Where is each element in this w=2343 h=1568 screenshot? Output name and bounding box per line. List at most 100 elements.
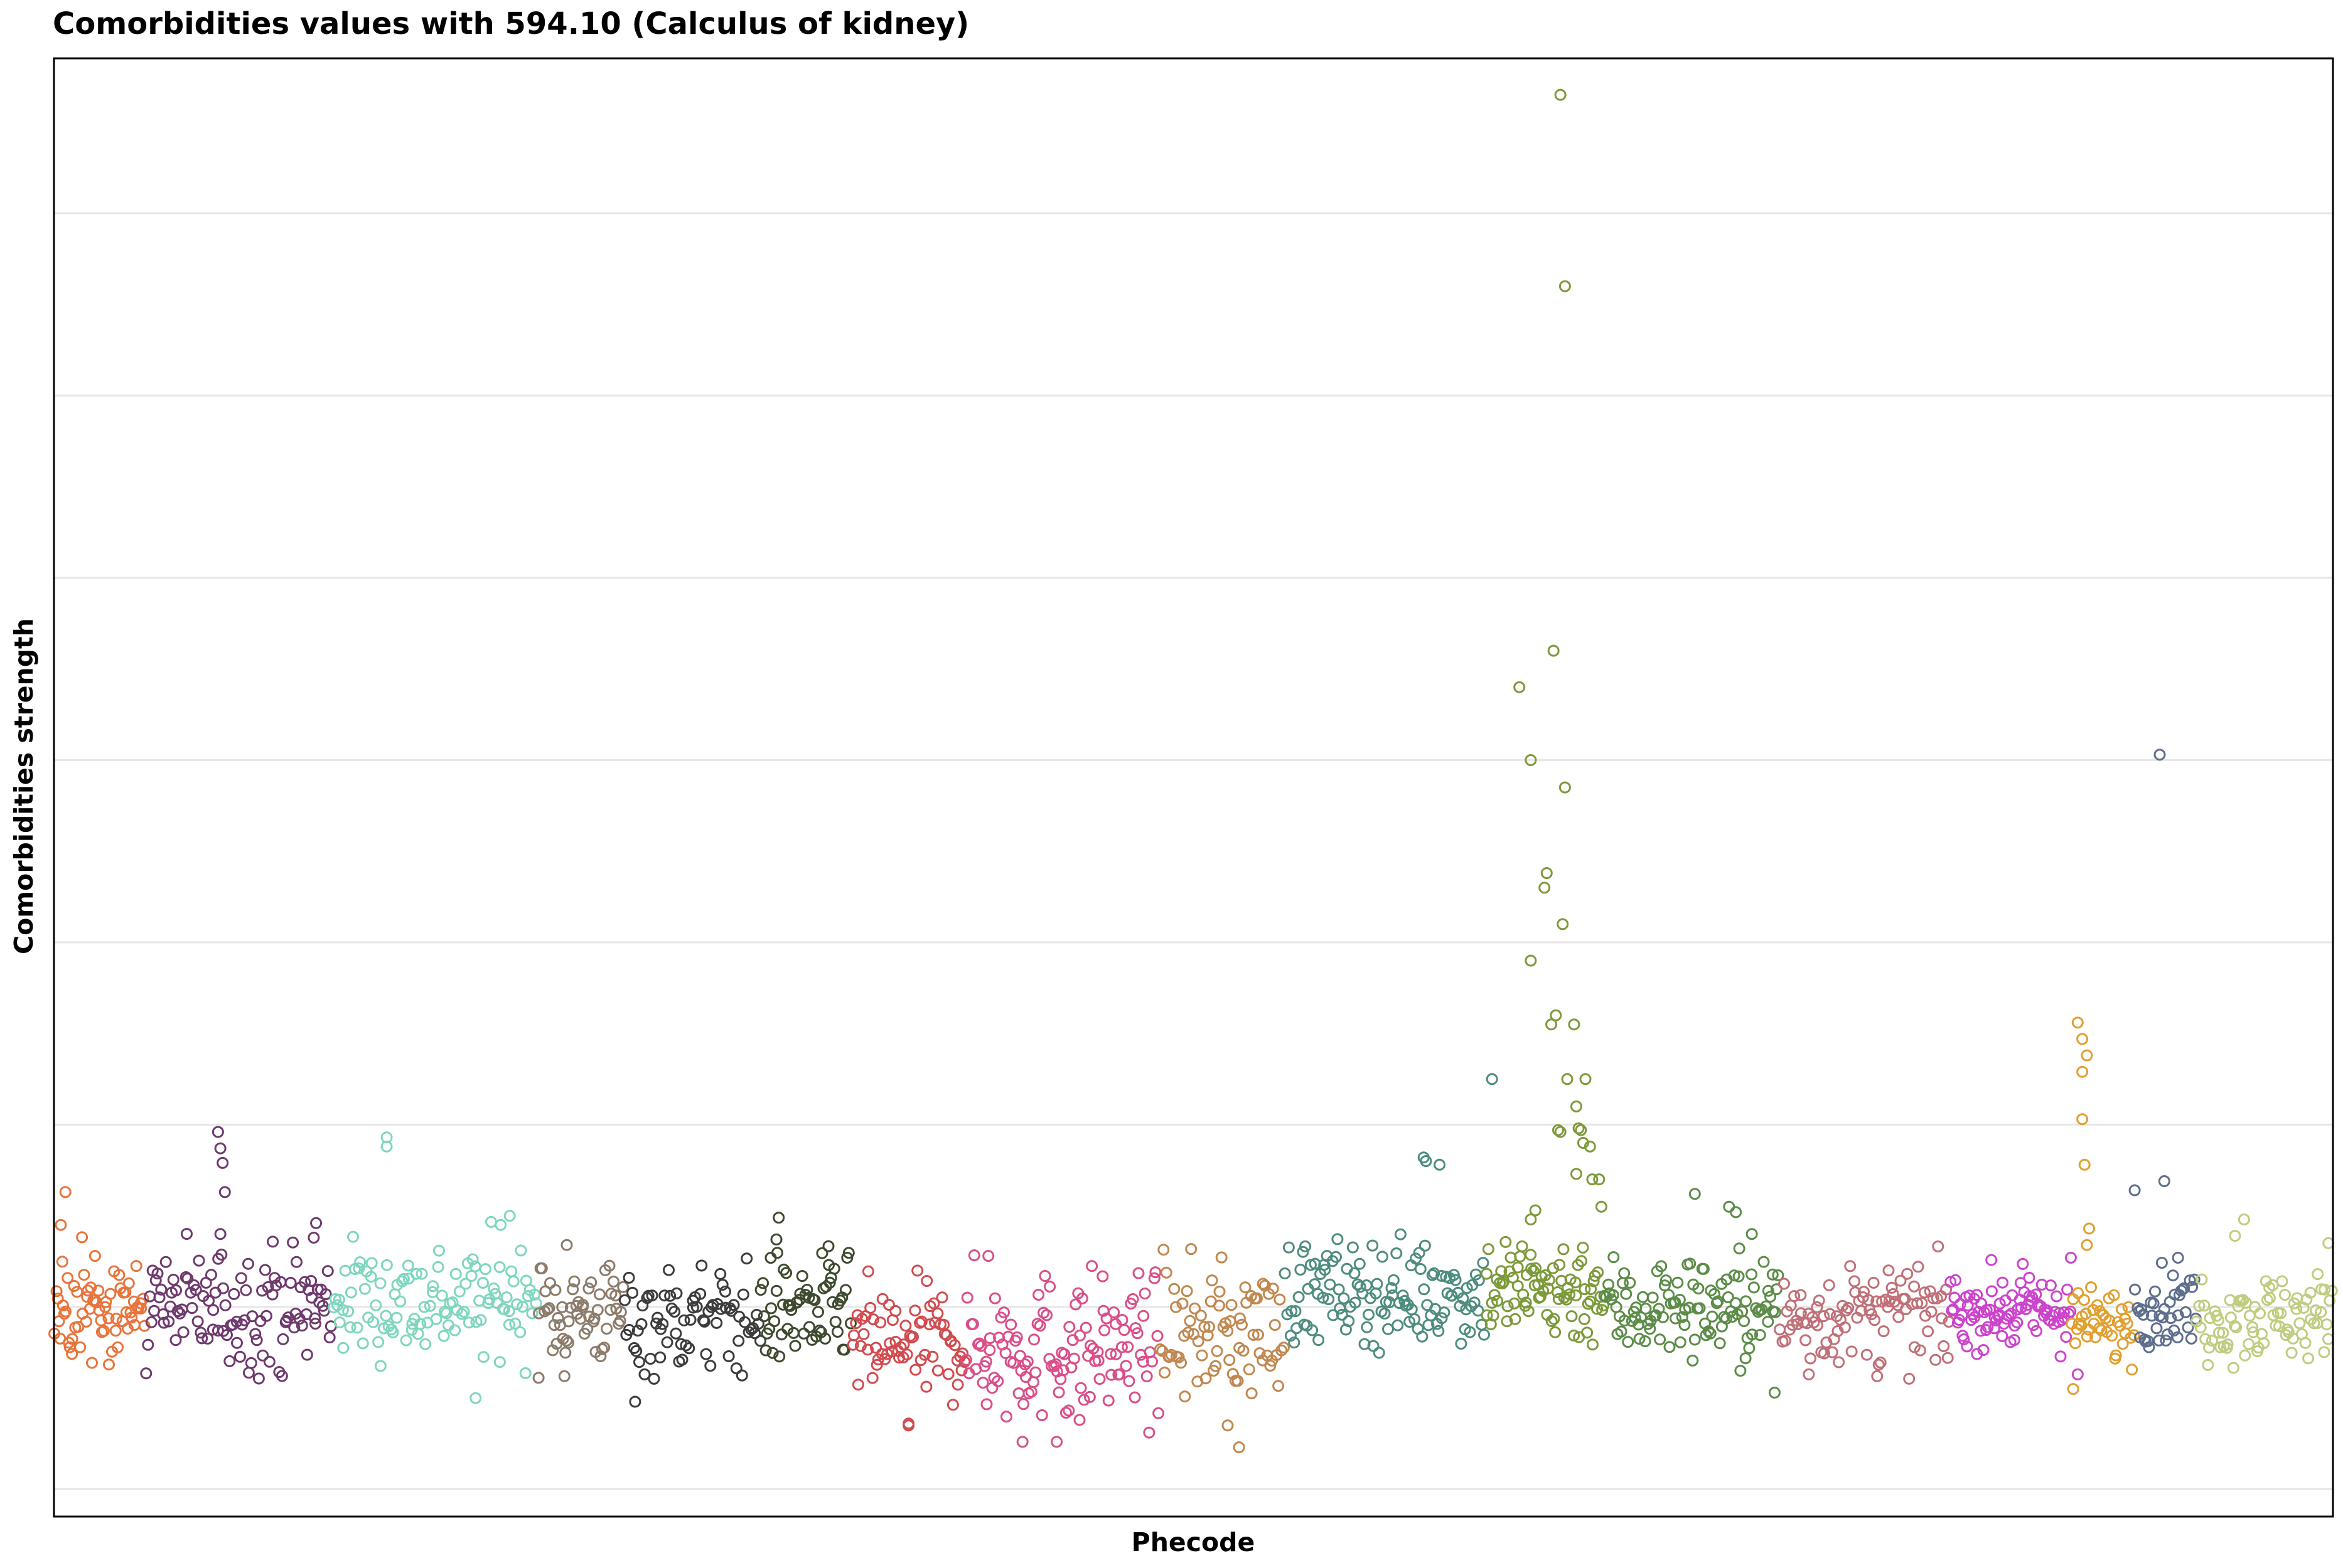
data-point <box>1327 1309 1339 1321</box>
data-point <box>2094 1305 2106 1318</box>
data-point <box>765 1302 778 1315</box>
data-point <box>76 1231 88 1244</box>
data-point <box>1655 1260 1668 1272</box>
data-point <box>85 1281 97 1294</box>
data-point <box>629 1395 641 1408</box>
data-point <box>1745 1228 1758 1240</box>
data-point <box>1929 1353 1942 1366</box>
data-point <box>541 1303 554 1316</box>
data-point <box>1343 1315 1355 1327</box>
data-point <box>736 1369 748 1382</box>
data-point <box>186 1302 198 1315</box>
data-point <box>1595 1200 1607 1213</box>
data-point <box>1932 1240 1944 1252</box>
data-point <box>1579 1073 1592 1085</box>
data-point <box>670 1287 683 1299</box>
data-point <box>2178 1282 2190 1294</box>
data-point <box>1993 1298 2006 1309</box>
data-point <box>1762 1284 1774 1297</box>
data-point <box>296 1320 308 1332</box>
data-point <box>618 1294 631 1306</box>
data-point <box>432 1261 444 1273</box>
data-point <box>1823 1279 1835 1291</box>
data-point <box>323 1331 336 1343</box>
data-point <box>1007 1357 1020 1369</box>
data-point <box>2186 1281 2199 1293</box>
data-point <box>532 1372 545 1384</box>
data-point <box>2145 1309 2158 1322</box>
data-point <box>1044 1281 1056 1293</box>
data-point <box>1021 1355 1034 1368</box>
data-point <box>1105 1348 1117 1360</box>
data-point <box>1702 1325 1715 1338</box>
data-point <box>1585 1283 1597 1295</box>
data-point <box>931 1307 944 1320</box>
data-point <box>780 1267 793 1279</box>
data-point <box>380 1259 393 1271</box>
data-point <box>1730 1206 1742 1219</box>
data-point <box>1658 1279 1671 1292</box>
data-point <box>1511 1280 1524 1292</box>
data-point <box>919 1348 931 1361</box>
data-point <box>2194 1321 2207 1334</box>
data-point <box>661 1336 673 1348</box>
data-point <box>1275 1344 1288 1357</box>
data-point <box>1182 1326 1194 1339</box>
data-point <box>562 1315 575 1328</box>
data-point <box>842 1247 855 1259</box>
data-point <box>2237 1294 2249 1306</box>
data-point <box>509 1318 522 1330</box>
data-point <box>936 1291 948 1304</box>
data-point <box>440 1307 453 1320</box>
data-point <box>2285 1347 2298 1359</box>
data-point <box>1491 1294 1504 1307</box>
data-point <box>903 1419 915 1432</box>
data-point <box>1516 1240 1528 1252</box>
data-point <box>387 1326 399 1338</box>
data-point <box>66 1333 78 1345</box>
data-point <box>505 1265 518 1277</box>
data-point <box>2027 1319 2040 1331</box>
data-point <box>1282 1241 1295 1254</box>
data-point <box>1331 1233 1344 1245</box>
data-point <box>342 1305 355 1318</box>
data-point <box>205 1269 217 1281</box>
data-point <box>770 1233 783 1245</box>
data-point <box>1577 1241 1589 1254</box>
data-point <box>2103 1314 2116 1326</box>
data-point <box>716 1279 729 1291</box>
data-point <box>95 1314 107 1326</box>
data-point <box>155 1283 168 1296</box>
data-point <box>137 1293 149 1305</box>
data-point <box>195 1326 207 1339</box>
data-point <box>1245 1387 1258 1400</box>
data-point <box>1189 1302 1201 1315</box>
data-point <box>568 1275 581 1288</box>
data-point <box>1570 1168 1582 1180</box>
data-point <box>1391 1319 1404 1331</box>
data-point <box>380 1309 392 1322</box>
data-point <box>2008 1320 2021 1332</box>
data-point <box>353 1262 365 1274</box>
data-point <box>808 1294 821 1306</box>
data-point <box>1418 1283 1430 1296</box>
data-point <box>1181 1285 1193 1298</box>
data-point <box>2081 1049 2093 1062</box>
data-point <box>517 1301 528 1313</box>
data-point <box>1811 1319 1824 1331</box>
data-point <box>215 1249 228 1261</box>
data-point <box>789 1340 802 1352</box>
data-point <box>766 1347 779 1359</box>
data-point <box>1547 1262 1559 1274</box>
data-point <box>1563 1288 1576 1301</box>
data-point <box>370 1299 382 1311</box>
data-point <box>2083 1222 2095 1235</box>
data-point <box>635 1318 648 1330</box>
data-point <box>469 1392 482 1404</box>
data-point <box>654 1351 667 1363</box>
data-point <box>603 1259 616 1272</box>
data-point <box>1223 1354 1236 1366</box>
data-point <box>2217 1326 2229 1339</box>
data-point <box>988 1372 1000 1384</box>
data-point <box>2091 1299 2103 1311</box>
